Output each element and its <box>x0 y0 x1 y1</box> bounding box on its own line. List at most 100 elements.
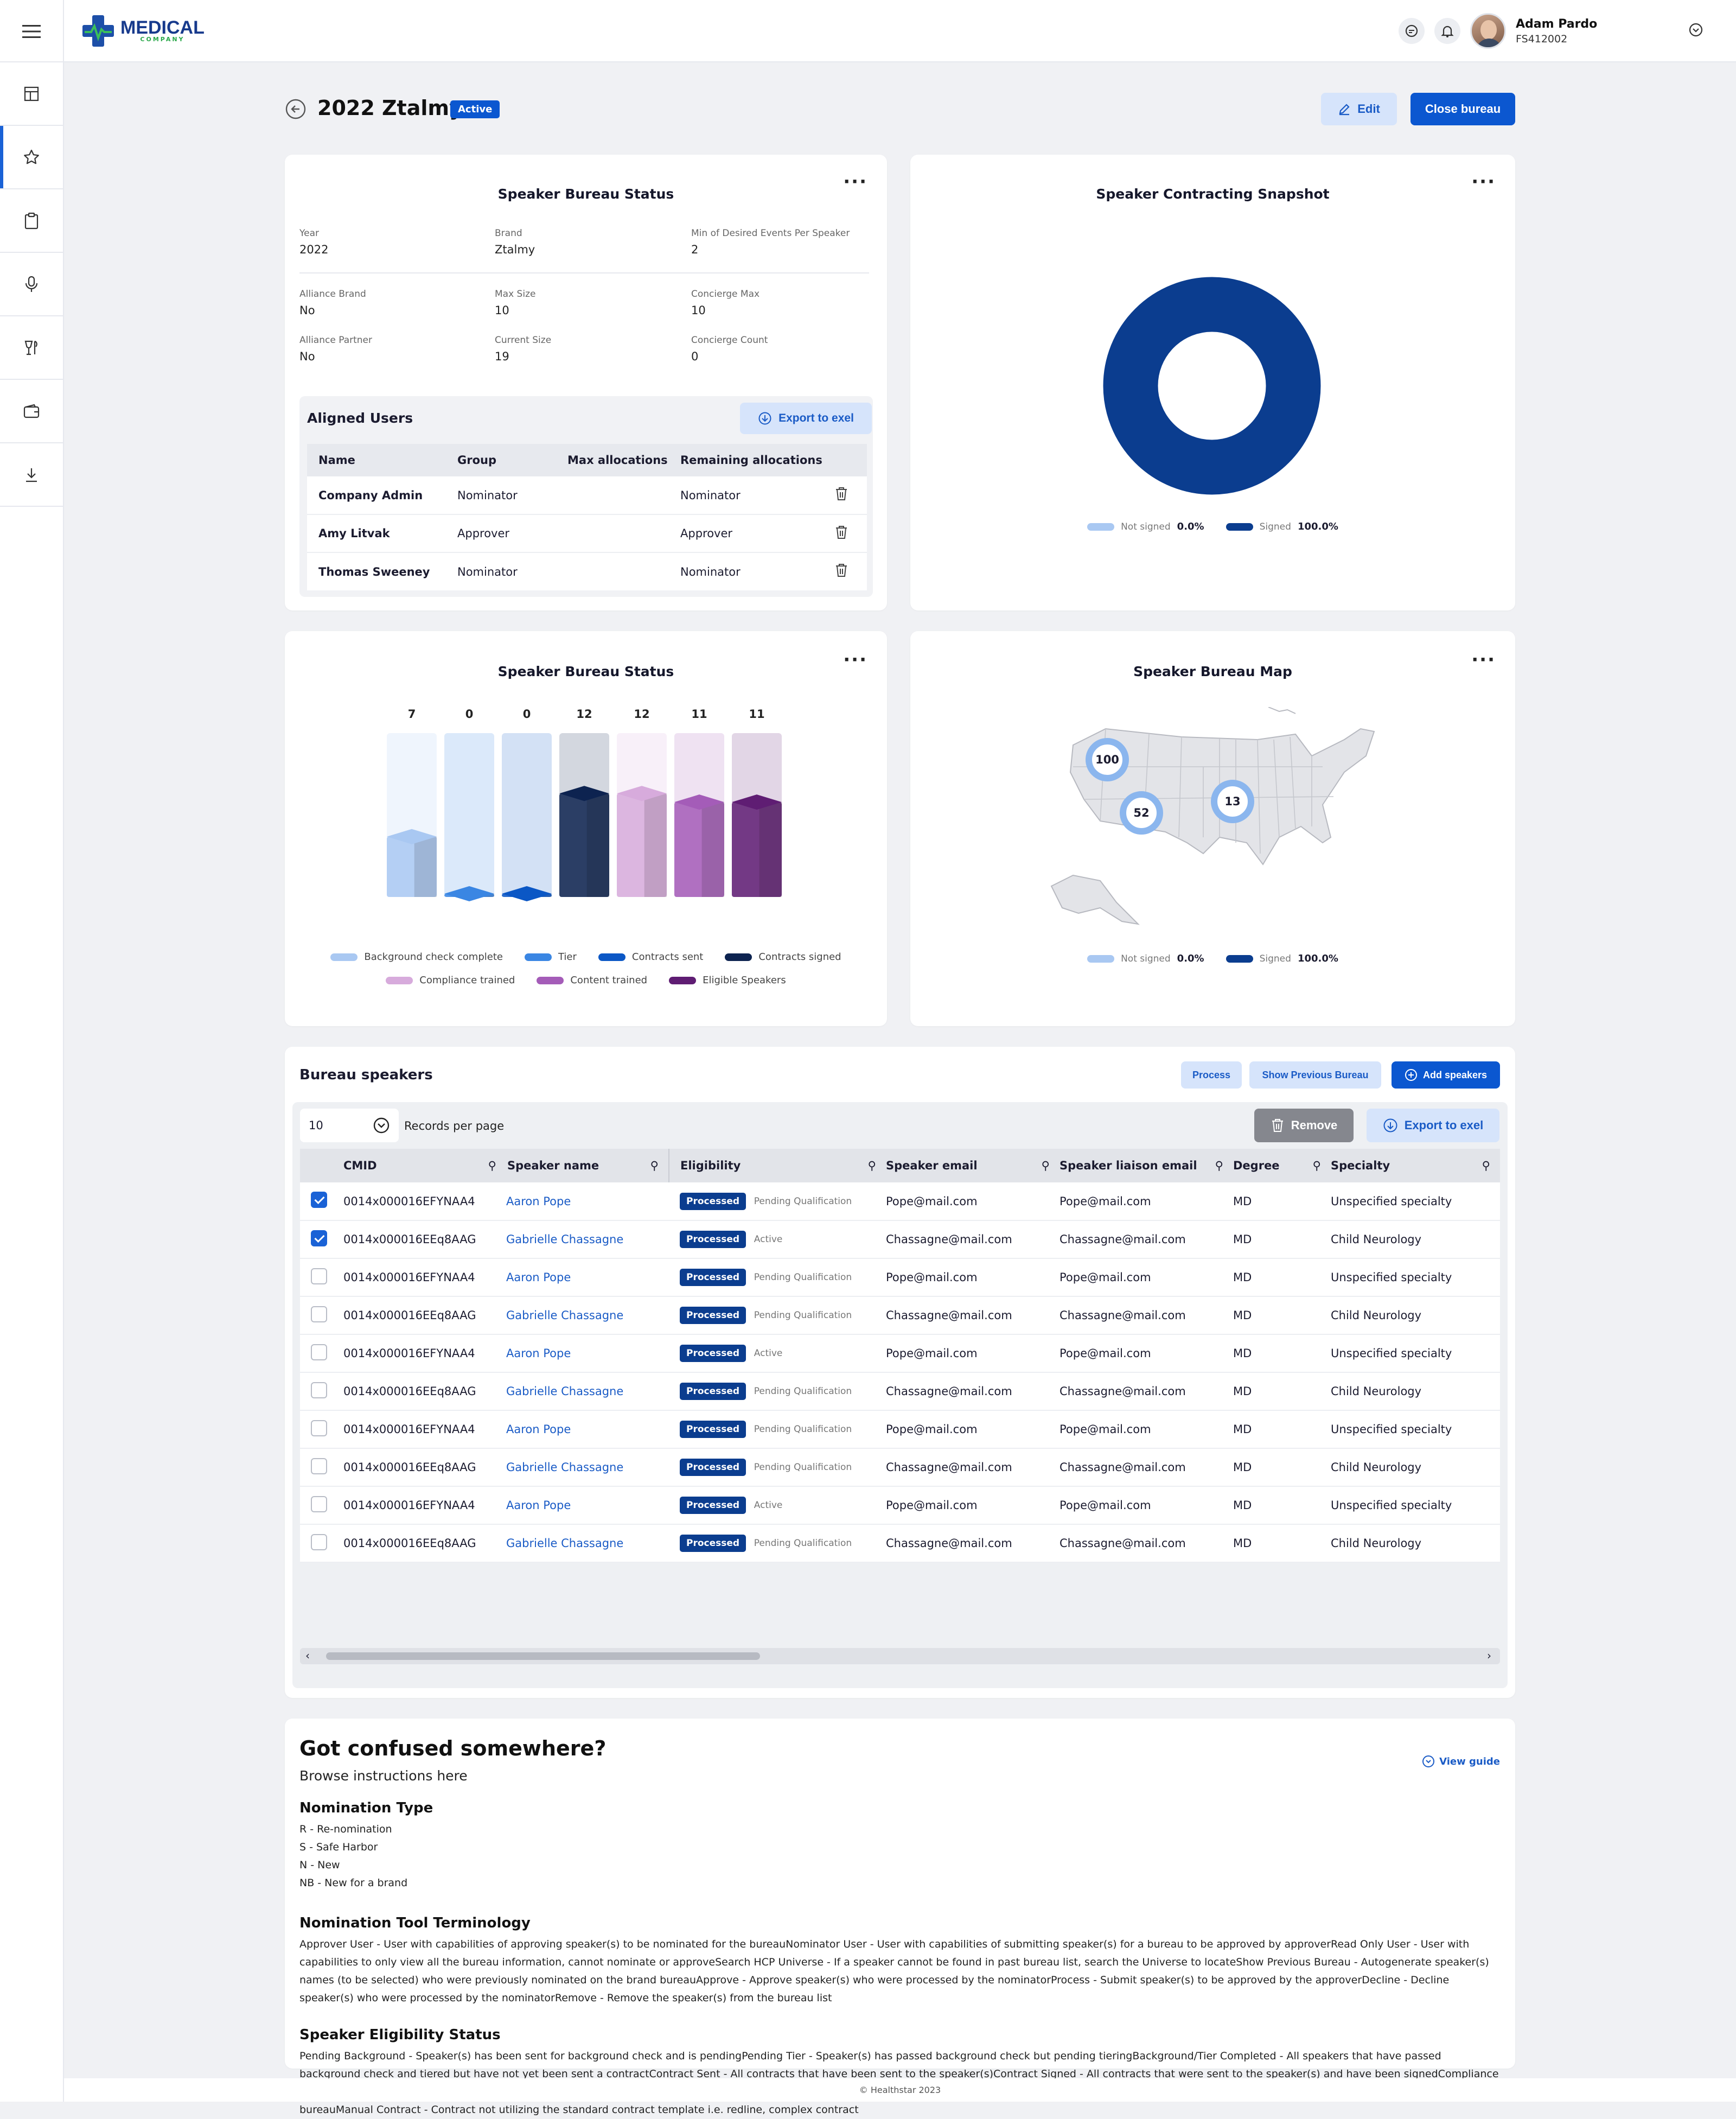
table-row[interactable]: Thomas Sweeney Nominator Nominator <box>307 552 867 590</box>
trash-icon[interactable] <box>834 552 867 590</box>
map-marker[interactable]: 52 <box>1120 791 1163 835</box>
search-icon[interactable]: ⚲ <box>1215 1159 1223 1172</box>
chat-icon[interactable] <box>1399 18 1425 44</box>
search-icon[interactable]: ⚲ <box>1482 1159 1490 1172</box>
sidebar-item-dashboard[interactable] <box>0 62 63 126</box>
bar[interactable] <box>617 793 667 897</box>
row-checkbox[interactable] <box>311 1344 327 1360</box>
bar[interactable] <box>387 836 437 897</box>
col-liaison-email[interactable]: Speaker liaison email ⚲ <box>1060 1159 1223 1172</box>
bureau-status-chart-card: Speaker Bureau Status ··· 7 0 0 12 12 11 11 Ba… <box>285 631 887 1026</box>
degree-cell: MD <box>1233 1461 1252 1474</box>
row-checkbox[interactable] <box>311 1268 327 1284</box>
view-guide-link[interactable]: View guide <box>1422 1755 1500 1768</box>
trash-icon[interactable] <box>834 514 867 552</box>
process-button[interactable]: Process <box>1181 1061 1242 1089</box>
col-specialty[interactable]: Specialty ⚲ <box>1331 1159 1490 1172</box>
sidebar-item-download[interactable] <box>0 443 63 507</box>
map-marker[interactable]: 13 <box>1211 780 1254 823</box>
table-row[interactable]: 0014x000016EEq8AAG Gabrielle Chassagne Pro… <box>300 1296 1500 1334</box>
company-logo[interactable]: MEDICAL COMPANY <box>81 14 205 48</box>
speaker-name-link[interactable]: Aaron Pope <box>506 1271 571 1284</box>
search-icon[interactable]: ⚲ <box>867 1159 876 1172</box>
table-row[interactable]: 0014x000016EFYNAA4 Aaron Pope Processed Pe… <box>300 1182 1500 1220</box>
sidebar-item-favorites[interactable] <box>0 126 63 189</box>
chevron-left-icon[interactable]: ‹ <box>305 1649 310 1662</box>
row-checkbox[interactable] <box>311 1533 327 1550</box>
horizontal-scrollbar[interactable]: ‹ › <box>300 1648 1500 1664</box>
scrollbar-thumb[interactable] <box>326 1652 760 1660</box>
speaker-name-link[interactable]: Aaron Pope <box>506 1423 571 1436</box>
sidebar-item-microphone[interactable] <box>0 253 63 316</box>
chevron-right-icon[interactable]: › <box>1487 1649 1491 1662</box>
chevron-down-icon[interactable] <box>1688 22 1703 40</box>
avatar[interactable] <box>1470 13 1506 49</box>
specialty-cell: Unspecified specialty <box>1331 1499 1452 1512</box>
row-checkbox[interactable] <box>311 1458 327 1474</box>
remove-button[interactable]: Remove <box>1254 1109 1354 1142</box>
row-checkbox[interactable] <box>311 1306 327 1322</box>
speaker-name-link[interactable]: Gabrielle Chassagne <box>506 1537 624 1550</box>
more-options-icon[interactable]: ··· <box>1471 171 1496 193</box>
eligibility-status: Pending Qualification <box>754 1462 852 1473</box>
bar[interactable] <box>559 793 609 897</box>
col-cmid[interactable]: CMID ⚲ <box>343 1159 496 1172</box>
sidebar-item-wallet[interactable] <box>0 380 63 443</box>
export-excel-button[interactable]: Export to exel <box>740 403 872 434</box>
more-options-icon[interactable]: ··· <box>843 171 867 193</box>
speaker-name-link[interactable]: Gabrielle Chassagne <box>506 1461 624 1474</box>
table-row[interactable]: Company Admin Nominator Nominator <box>307 476 867 514</box>
row-checkbox[interactable] <box>311 1192 327 1208</box>
table-row[interactable]: 0014x000016EFYNAA4 Aaron Pope Processed Ac… <box>300 1334 1500 1372</box>
trash-icon[interactable] <box>834 476 867 514</box>
map-marker[interactable]: 100 <box>1086 738 1129 781</box>
field-alliance-partner: Alliance Partner No <box>299 335 372 363</box>
table-row[interactable]: 0014x000016EEq8AAG Gabrielle Chassagne Pro… <box>300 1372 1500 1410</box>
add-speakers-button[interactable]: Add speakers <box>1392 1061 1500 1089</box>
table-row[interactable]: Amy Litvak Approver Approver <box>307 514 867 552</box>
speaker-name-link[interactable]: Gabrielle Chassagne <box>506 1233 624 1246</box>
edit-button[interactable]: Edit <box>1321 93 1397 125</box>
menu-icon[interactable] <box>0 0 64 62</box>
trash-icon <box>1272 1119 1283 1132</box>
export-label: Export to exel <box>1404 1118 1484 1132</box>
row-checkbox[interactable] <box>311 1420 327 1436</box>
close-bureau-button[interactable]: Close bureau <box>1410 93 1515 125</box>
speaker-name-link[interactable]: Aaron Pope <box>506 1194 571 1208</box>
speaker-name-link[interactable]: Aaron Pope <box>506 1499 571 1512</box>
table-row[interactable]: 0014x000016EEq8AAG Gabrielle Chassagne Pro… <box>300 1220 1500 1258</box>
show-previous-bureau-button[interactable]: Show Previous Bureau <box>1249 1061 1381 1089</box>
row-checkbox[interactable] <box>311 1496 327 1512</box>
bell-icon[interactable] <box>1434 18 1460 44</box>
table-row[interactable]: 0014x000016EEq8AAG Gabrielle Chassagne Pro… <box>300 1448 1500 1486</box>
col-speaker-email[interactable]: Speaker email ⚲ <box>886 1159 1050 1172</box>
search-icon[interactable]: ⚲ <box>1312 1159 1321 1172</box>
col-eligibility[interactable]: Eligibility ⚲ <box>680 1159 876 1172</box>
row-checkbox[interactable] <box>311 1382 327 1398</box>
more-options-icon[interactable]: ··· <box>843 649 867 671</box>
per-page-select[interactable]: 10 <box>300 1109 399 1142</box>
sidebar-item-clipboard[interactable] <box>0 189 63 253</box>
table-row[interactable]: 0014x000016EFYNAA4 Aaron Pope Processed Pe… <box>300 1258 1500 1296</box>
table-row[interactable]: 0014x000016EFYNAA4 Aaron Pope Processed Ac… <box>300 1486 1500 1524</box>
export-excel-button[interactable]: Export to exel <box>1367 1109 1499 1142</box>
col-speaker-name[interactable]: Speaker name ⚲ <box>506 1149 669 1182</box>
col-degree[interactable]: Degree ⚲ <box>1233 1159 1321 1172</box>
back-arrow-icon[interactable] <box>285 98 307 122</box>
speaker-name-link[interactable]: Aaron Pope <box>506 1347 571 1360</box>
table-row[interactable]: 0014x000016EEq8AAG Gabrielle Chassagne Pro… <box>300 1524 1500 1562</box>
bar[interactable] <box>674 802 724 897</box>
search-icon[interactable]: ⚲ <box>488 1159 496 1172</box>
bar[interactable] <box>732 802 782 897</box>
more-options-icon[interactable]: ··· <box>1471 649 1496 671</box>
search-icon[interactable]: ⚲ <box>1041 1159 1050 1172</box>
liaison-email-cell: Pope@mail.com <box>1060 1499 1151 1512</box>
search-icon[interactable]: ⚲ <box>650 1159 659 1172</box>
liaison-email-cell: Chassagne@mail.com <box>1060 1461 1186 1474</box>
legend-item: Content trained <box>537 975 647 986</box>
sidebar-item-events[interactable] <box>0 316 63 380</box>
table-row[interactable]: 0014x000016EFYNAA4 Aaron Pope Processed Pe… <box>300 1410 1500 1448</box>
speaker-name-link[interactable]: Gabrielle Chassagne <box>506 1309 624 1322</box>
row-checkbox[interactable] <box>311 1230 327 1246</box>
speaker-name-link[interactable]: Gabrielle Chassagne <box>506 1385 624 1398</box>
